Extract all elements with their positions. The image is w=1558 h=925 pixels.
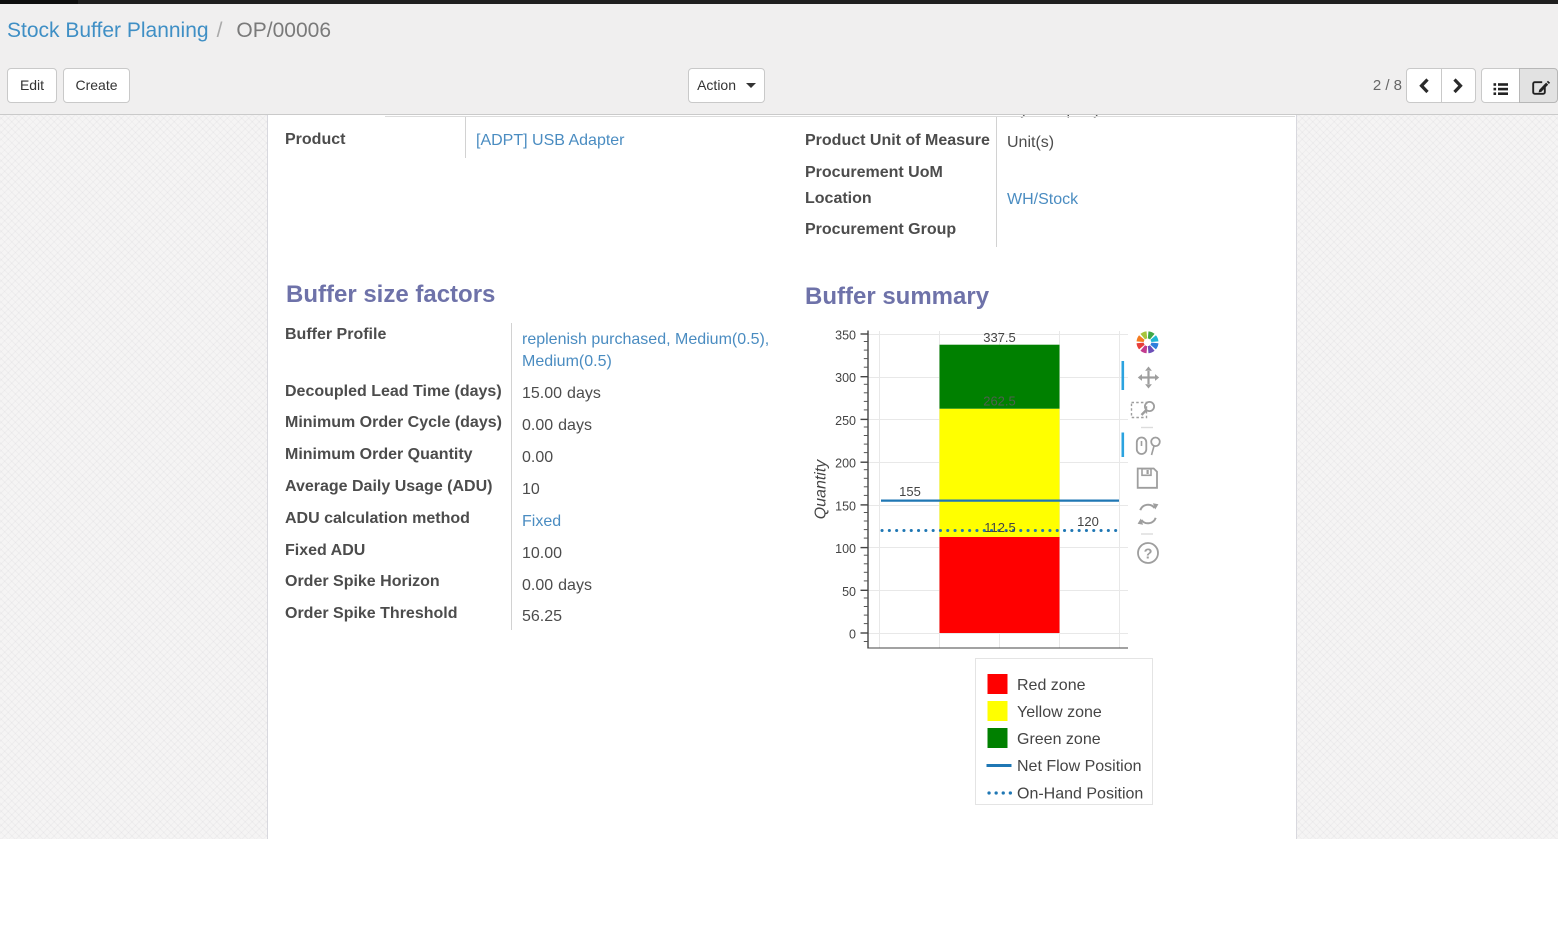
svg-text:250: 250 bbox=[835, 414, 856, 428]
svg-text:On-Hand Position: On-Hand Position bbox=[1017, 786, 1143, 803]
svg-text:120: 120 bbox=[1077, 514, 1099, 529]
svg-text:350: 350 bbox=[835, 329, 856, 343]
svg-text:300: 300 bbox=[835, 371, 856, 385]
svg-text:262.5: 262.5 bbox=[983, 394, 1016, 409]
svg-text:0: 0 bbox=[849, 628, 856, 642]
svg-text:112.5: 112.5 bbox=[984, 520, 1016, 535]
svg-text:150: 150 bbox=[835, 499, 856, 513]
svg-text:155: 155 bbox=[899, 484, 921, 499]
svg-text:Net Flow Position: Net Flow Position bbox=[1017, 758, 1142, 775]
svg-text:Yellow zone: Yellow zone bbox=[1017, 704, 1102, 721]
svg-text:Quantity: Quantity bbox=[813, 459, 830, 520]
svg-text:Green zone: Green zone bbox=[1017, 731, 1101, 748]
svg-text:?: ? bbox=[1144, 547, 1153, 563]
svg-text:337.5: 337.5 bbox=[983, 330, 1016, 345]
svg-text:200: 200 bbox=[835, 457, 856, 471]
svg-text:100: 100 bbox=[835, 542, 856, 556]
svg-text:Red zone: Red zone bbox=[1017, 677, 1086, 694]
svg-text:50: 50 bbox=[842, 585, 856, 599]
